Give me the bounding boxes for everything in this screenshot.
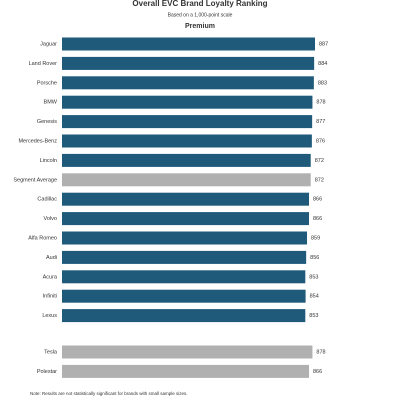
value-label: 856 bbox=[310, 255, 319, 261]
category-label: Alfa Romeo bbox=[28, 235, 57, 241]
category-label: Genesis bbox=[37, 119, 57, 125]
bar bbox=[62, 76, 314, 90]
category-label: Jaguar bbox=[40, 41, 57, 47]
category-label: Mercedes-Benz bbox=[18, 138, 57, 144]
bar bbox=[62, 231, 308, 245]
value-label: 878 bbox=[316, 349, 325, 355]
category-label: Volvo bbox=[44, 216, 57, 222]
value-label: 859 bbox=[311, 235, 320, 241]
category-label: Acura bbox=[43, 274, 58, 280]
value-label: 887 bbox=[319, 41, 328, 47]
bar bbox=[62, 212, 310, 226]
category-label: Lexus bbox=[42, 313, 57, 319]
value-label: 872 bbox=[315, 177, 324, 183]
value-label: 854 bbox=[310, 294, 319, 300]
value-label: 866 bbox=[313, 216, 322, 222]
bar bbox=[62, 345, 313, 359]
value-label: 883 bbox=[318, 80, 327, 86]
bar bbox=[62, 56, 315, 70]
bar bbox=[62, 134, 312, 148]
category-label: Polestar bbox=[37, 369, 57, 375]
value-label: 872 bbox=[315, 158, 324, 164]
category-label: Segment Average bbox=[13, 177, 57, 183]
bar bbox=[62, 37, 315, 51]
chart-subtitle: Based on a 1,000-point scale bbox=[168, 12, 233, 18]
category-label: BMW bbox=[44, 100, 58, 106]
category-label: Audi bbox=[46, 255, 57, 261]
bar bbox=[62, 173, 311, 187]
bar bbox=[62, 250, 307, 264]
bar bbox=[62, 309, 306, 323]
value-label: 877 bbox=[316, 119, 325, 125]
segment-label: Premium bbox=[185, 23, 215, 30]
chart-title: Overall EVC Brand Loyalty Ranking bbox=[132, 0, 267, 8]
value-label: 853 bbox=[309, 313, 318, 319]
category-label: Porsche bbox=[37, 80, 57, 86]
category-label: Tesla bbox=[44, 349, 58, 355]
footnote: Note: Results are not statistically sign… bbox=[30, 391, 188, 396]
value-label: 876 bbox=[316, 138, 325, 144]
bar bbox=[62, 95, 313, 109]
value-label: 853 bbox=[309, 274, 318, 280]
value-label: 884 bbox=[318, 61, 327, 67]
bar bbox=[62, 289, 306, 303]
category-label: Land Rover bbox=[29, 61, 58, 67]
bar bbox=[62, 115, 313, 129]
bar bbox=[62, 153, 311, 167]
value-label: 866 bbox=[313, 369, 322, 375]
value-label: 878 bbox=[316, 100, 325, 106]
bar bbox=[62, 270, 306, 284]
category-label: Infiniti bbox=[43, 294, 57, 300]
value-label: 866 bbox=[313, 197, 322, 203]
bar bbox=[62, 364, 310, 378]
category-label: Lincoln bbox=[40, 158, 57, 164]
category-label: Cadillac bbox=[37, 197, 57, 203]
bar bbox=[62, 192, 310, 206]
